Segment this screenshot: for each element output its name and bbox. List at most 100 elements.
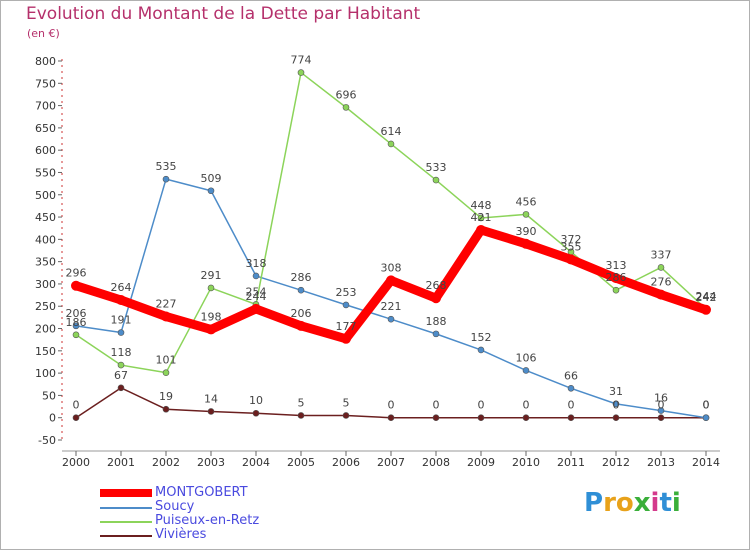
data-point <box>612 400 620 408</box>
data-label: 448 <box>471 199 492 212</box>
data-label: 0 <box>73 399 80 412</box>
data-point <box>71 280 81 291</box>
data-point <box>342 301 350 309</box>
data-label: 296 <box>66 267 87 280</box>
data-point <box>252 272 260 280</box>
data-label: 118 <box>111 346 132 359</box>
data-label: 535 <box>156 160 177 173</box>
data-point <box>116 294 126 305</box>
data-label: 291 <box>201 269 222 282</box>
data-label: 186 <box>66 316 87 329</box>
data-point <box>296 320 306 331</box>
data-point <box>477 346 485 354</box>
axes: -500501001502002503003504004505005506006… <box>35 55 720 469</box>
y-tick-label: 700 <box>35 100 56 113</box>
x-tick-label: 2005 <box>287 456 315 469</box>
data-label: 244 <box>246 290 267 303</box>
series-line-puiseux-en-retz <box>75 71 707 374</box>
data-point <box>341 333 351 344</box>
data-point <box>432 330 440 338</box>
data-labels: 2962642271982442061773082684213903553132… <box>66 54 717 412</box>
data-label: 421 <box>471 211 492 224</box>
data-label: 0 <box>388 399 395 412</box>
data-point <box>117 361 125 369</box>
y-tick-label: 500 <box>35 189 56 202</box>
data-point <box>431 293 441 304</box>
y-tick-label: 550 <box>35 166 56 179</box>
data-point <box>342 412 350 419</box>
y-tick-label: 100 <box>35 367 56 380</box>
legend-label: MONTGOBERT <box>155 485 248 500</box>
data-label: 188 <box>426 315 447 328</box>
data-label: 0 <box>478 399 485 412</box>
legend-swatch <box>100 489 152 497</box>
data-label: 67 <box>114 369 128 382</box>
data-label: 0 <box>703 399 710 412</box>
data-label: 5 <box>343 396 350 409</box>
data-point <box>297 69 305 76</box>
data-point <box>162 405 170 413</box>
legend-item-soucy[interactable]: Soucy <box>100 499 360 514</box>
data-point <box>207 408 215 415</box>
data-label: 206 <box>291 307 312 320</box>
x-tick-label: 2004 <box>242 456 270 469</box>
data-point <box>521 238 531 249</box>
x-tick-label: 2008 <box>422 456 450 469</box>
y-tick-label: 350 <box>35 256 56 269</box>
data-label: 0 <box>433 399 440 412</box>
x-tick-label: 2002 <box>152 456 180 469</box>
data-point <box>206 324 216 335</box>
data-label: 286 <box>291 271 312 284</box>
x-tick-label: 2003 <box>197 456 225 469</box>
data-label: 390 <box>516 225 537 238</box>
x-tick-label: 2007 <box>377 456 405 469</box>
y-tick-label: -50 <box>38 434 56 447</box>
data-point <box>611 273 621 284</box>
data-point <box>252 409 260 417</box>
data-point <box>387 140 395 148</box>
x-tick-label: 2011 <box>557 456 585 469</box>
data-label: 456 <box>516 195 537 208</box>
legend-item-puiseux-en-retz[interactable]: Puiseux-en-Retz <box>100 513 360 528</box>
data-point <box>161 311 171 322</box>
data-label: 227 <box>156 297 177 310</box>
y-tick-label: 200 <box>35 323 56 336</box>
data-label: 276 <box>651 276 672 289</box>
data-point <box>567 384 575 392</box>
data-point <box>117 384 125 392</box>
data-label: 355 <box>561 240 582 253</box>
data-point <box>657 264 665 271</box>
data-point <box>387 315 395 323</box>
data-label: 0 <box>613 399 620 412</box>
legend-item-vivieres[interactable]: Vivières <box>100 527 360 542</box>
data-label: 221 <box>381 300 402 313</box>
x-tick-label: 2001 <box>107 456 135 469</box>
data-label: 244 <box>696 290 717 303</box>
data-label: 16 <box>654 392 668 405</box>
data-point <box>567 414 575 422</box>
data-point <box>522 414 530 422</box>
brand-letter: i <box>650 488 660 518</box>
data-point <box>117 329 125 336</box>
data-point <box>612 414 620 422</box>
data-point <box>207 284 215 292</box>
brand-logo: Proxiti <box>584 488 681 518</box>
data-point <box>162 369 170 376</box>
data-label: 177 <box>336 320 357 333</box>
data-point <box>386 275 396 286</box>
y-tick-label: 300 <box>35 278 56 291</box>
x-tick-label: 2010 <box>512 456 540 469</box>
data-label: 101 <box>156 354 177 367</box>
brand-letter: o <box>615 488 634 518</box>
data-label: 372 <box>561 233 582 246</box>
y-tick-label: 150 <box>35 345 56 358</box>
data-point <box>702 414 710 422</box>
legend-item-montgobert[interactable]: MONTGOBERT <box>100 485 360 500</box>
legend-swatch <box>100 535 152 537</box>
brand-letter: i <box>671 488 681 518</box>
y-tick-label: 450 <box>35 211 56 224</box>
brand-letter: r <box>603 488 616 518</box>
data-point <box>476 224 486 235</box>
data-label: 286 <box>606 271 627 284</box>
